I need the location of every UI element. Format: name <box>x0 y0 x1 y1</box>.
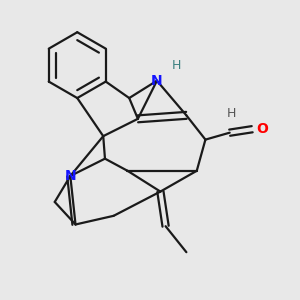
Text: O: O <box>256 122 268 136</box>
Text: N: N <box>64 169 76 183</box>
Text: N: N <box>151 74 163 88</box>
Text: H: H <box>171 58 181 72</box>
Text: H: H <box>227 107 236 120</box>
